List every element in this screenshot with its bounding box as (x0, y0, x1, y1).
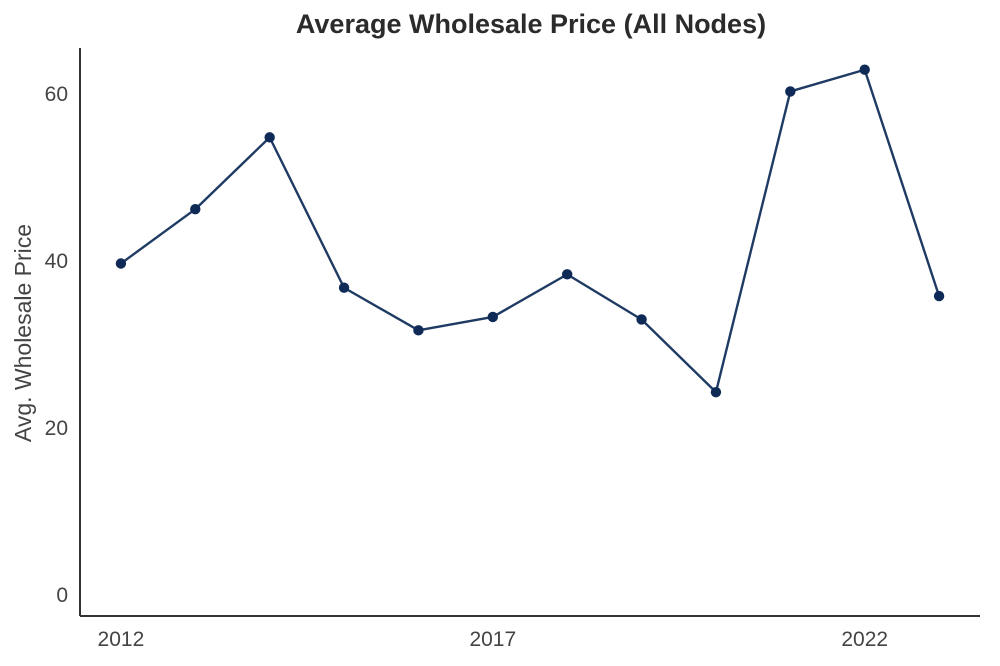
chart-title: Average Wholesale Price (All Nodes) (296, 9, 766, 39)
data-point (859, 64, 870, 75)
data-point (264, 132, 275, 143)
series-points (115, 64, 945, 398)
x-tick-label: 2017 (469, 628, 516, 651)
y-tick-label: 60 (45, 83, 68, 106)
data-point (933, 290, 945, 302)
data-point (413, 325, 424, 336)
x-tick-label: 2012 (98, 628, 145, 651)
y-tick-label: 0 (56, 584, 68, 607)
y-tick-label: 40 (45, 250, 68, 273)
series-line (119, 68, 941, 394)
data-point (636, 314, 647, 325)
data-point (785, 86, 796, 97)
data-point (487, 311, 499, 323)
x-tick-label: 2022 (841, 628, 888, 651)
data-point (338, 282, 350, 293)
y-axis-ticks: 0 20 40 60 (45, 83, 68, 607)
x-axis-ticks: 2012 2017 2022 (98, 628, 889, 651)
data-point (710, 386, 722, 398)
y-tick-label: 20 (45, 417, 68, 440)
y-axis-title: Avg. Wholesale Price (10, 224, 36, 442)
data-point (190, 204, 201, 215)
data-point (115, 258, 127, 269)
data-point (561, 269, 573, 280)
